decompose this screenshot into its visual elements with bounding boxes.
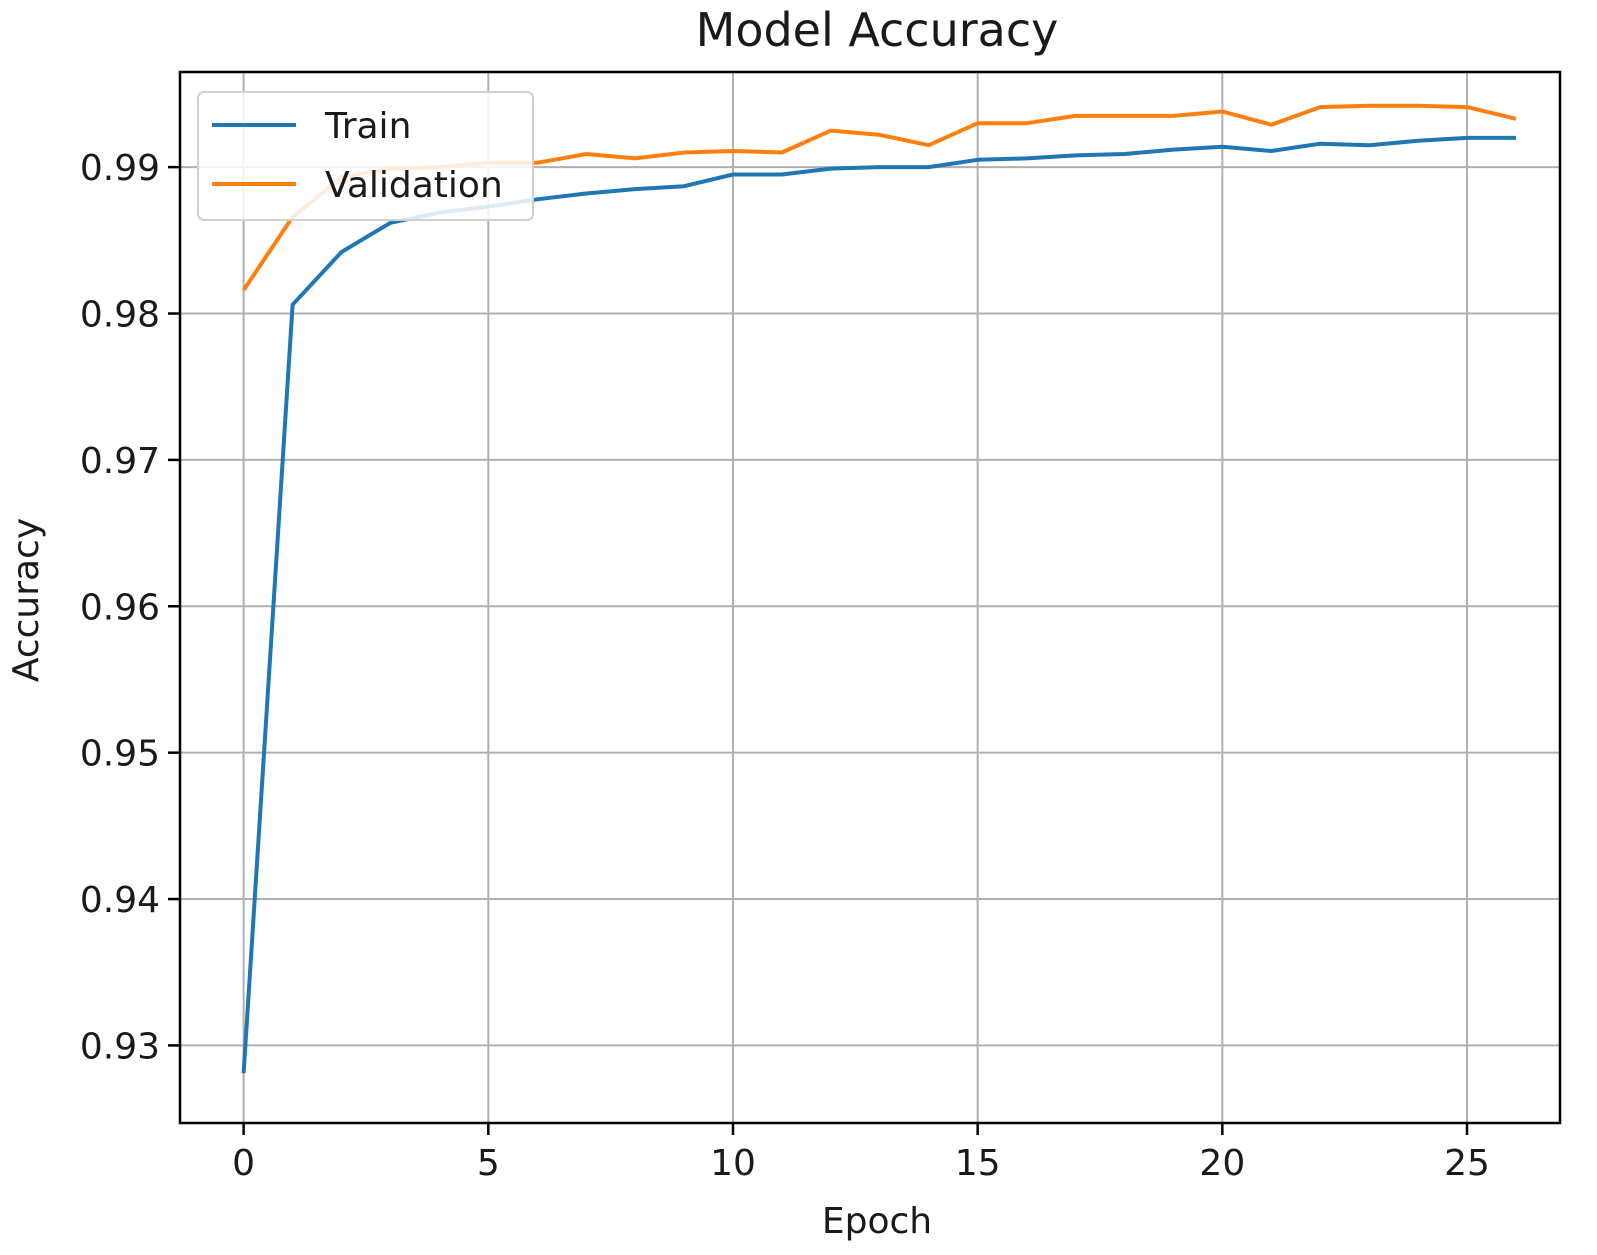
x-tick-label: 10 — [710, 1143, 756, 1184]
grid-lines — [180, 72, 1560, 1123]
x-tick-label: 15 — [955, 1143, 1001, 1184]
plot-frame — [178, 70, 1562, 1125]
x-tick-label: 0 — [232, 1143, 255, 1184]
y-tick-label: 0.95 — [80, 734, 160, 775]
legend: Train Validation — [197, 91, 534, 221]
legend-label: Validation — [325, 165, 503, 206]
y-tick-label: 0.93 — [80, 1026, 160, 1067]
legend-label: Train — [324, 106, 411, 147]
x-tick-label: 20 — [1199, 1143, 1245, 1184]
y-tick-label: 0.97 — [80, 441, 160, 482]
x-axis-label: Epoch — [822, 1201, 932, 1242]
x-tick-label: 5 — [477, 1143, 500, 1184]
x-tick-label: 25 — [1444, 1143, 1490, 1184]
y-tick-label: 0.96 — [80, 587, 160, 628]
y-tick-label: 0.99 — [80, 148, 160, 189]
y-tick-label: 0.98 — [80, 295, 160, 336]
y-axis-label: Accuracy — [6, 518, 47, 682]
y-tick-label: 0.94 — [80, 880, 160, 921]
chart-title: Model Accuracy — [696, 3, 1059, 57]
